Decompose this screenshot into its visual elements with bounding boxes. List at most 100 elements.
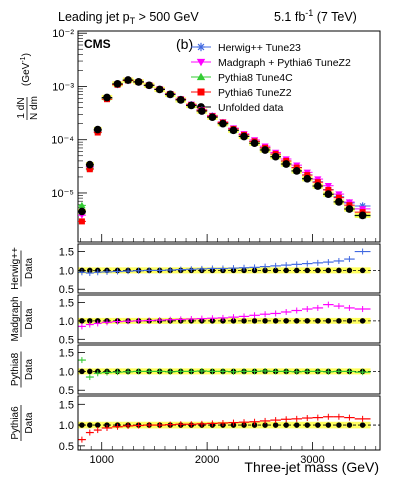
ratio-label-bottom: Data	[24, 412, 35, 434]
data-point	[261, 146, 269, 154]
data-point	[250, 139, 259, 148]
ratio-tick-label: 1.0	[59, 420, 74, 432]
ratio-label-bottom: Data	[24, 258, 35, 280]
data-point	[85, 160, 94, 169]
data-point	[145, 81, 154, 90]
data-point	[93, 125, 102, 134]
ratio-label-top: Pythia6	[10, 406, 21, 440]
svg-text:N dm: N dm	[29, 96, 40, 120]
data-point	[240, 132, 248, 141]
data-point	[113, 79, 122, 88]
ratio-data-point	[325, 422, 332, 428]
ratio-frame	[77, 395, 381, 451]
data-point	[324, 190, 333, 198]
ratio-panel: 0.5 1.0 1.5 Pythia6 Data	[10, 395, 381, 453]
data-point	[208, 113, 217, 122]
ratio-tick-label: 1.0	[59, 316, 74, 328]
main-plot-area	[78, 76, 371, 225]
legend-label: Unfolded data	[218, 102, 284, 114]
legend: Herwig++ Tune23 Madgraph + Pythia6 TuneZ2…	[191, 42, 351, 114]
y-tick-label: 10⁻³	[52, 81, 74, 93]
ratio-data-point	[336, 318, 342, 324]
data-point	[335, 198, 343, 206]
ratio-label-top: Pythia8	[10, 352, 21, 386]
ratio-data-point	[283, 318, 289, 324]
data-point	[345, 205, 354, 213]
series-3	[78, 77, 371, 225]
ratio-label-bottom: Data	[24, 359, 35, 381]
ratio-data-point	[87, 368, 93, 375]
x-axis-label: Three-jet mass (GeV)	[244, 459, 379, 475]
ratio-frame	[77, 243, 381, 294]
ratio-data-point	[315, 422, 321, 428]
data-point	[303, 174, 312, 183]
x-axis: 1000 2000 3000	[80, 234, 377, 466]
ratio-y-label: Herwig++ Data	[10, 247, 35, 290]
legend-label: Herwig++ Tune23	[218, 42, 301, 54]
ratio-y-label: Pythia8 Data	[10, 351, 35, 388]
legend-marker	[196, 72, 206, 81]
series-point	[78, 201, 86, 209]
ratio-data-point	[336, 267, 342, 274]
ratio-data-point	[346, 267, 353, 274]
x-tick-label: 1000	[89, 454, 113, 466]
data-point	[187, 101, 196, 110]
legend-entry: Pythia8 Tune4C	[191, 72, 293, 84]
svg-text:(GeV-1): (GeV-1)	[20, 53, 32, 86]
ratio-tick-label: 1.5	[59, 247, 74, 259]
series-point	[86, 166, 93, 173]
legend-marker	[197, 88, 205, 96]
ratio-data-point	[346, 318, 353, 324]
series-point	[78, 218, 85, 225]
data-point	[103, 93, 111, 102]
ratio-data-point	[359, 422, 366, 428]
data-point	[229, 126, 238, 135]
data-point	[358, 211, 367, 220]
ratio-tick-label: 1.5	[59, 348, 74, 360]
ratio-data-point	[359, 267, 366, 274]
ratio-tick-label: 0.5	[59, 441, 74, 453]
ratio-panel: 0.5 1.0 1.5 Pythia8 Data	[10, 344, 381, 397]
ratio-tick-label: 0.5	[59, 284, 74, 296]
data-point	[219, 119, 227, 128]
ratio-tick-label: 0.5	[59, 334, 74, 346]
data-point	[292, 167, 301, 175]
ratio-data-point	[304, 318, 311, 324]
ratio-data-point	[293, 267, 300, 274]
ratio-data-point	[262, 422, 268, 428]
ratio-data-point	[241, 318, 247, 324]
series-point	[335, 191, 343, 198]
ratio-data-point	[359, 318, 366, 324]
ratio-label-top: Madgraph	[10, 296, 21, 341]
ratio-data-point	[336, 422, 342, 428]
y-tick-label: 10⁻⁴	[51, 135, 74, 147]
ratio-y-label: Pythia6 Data	[10, 405, 35, 441]
header-left: Leading jet pT > 500 GeV	[58, 10, 199, 26]
ratio-data-point	[346, 422, 353, 428]
ratio-data-point	[293, 318, 300, 324]
ratio-data-point	[283, 422, 289, 428]
y-axis-label: 1 dN N dm (GeV-1)	[16, 53, 40, 120]
x-tick-label: 3000	[300, 454, 324, 466]
ratio-data-point	[230, 318, 237, 324]
ratio-data-point	[304, 422, 311, 428]
data-point	[134, 78, 143, 86]
ratio-data-point	[293, 422, 300, 428]
data-point	[313, 182, 322, 190]
legend-entry: Madgraph + Pythia6 TuneZ2	[191, 57, 351, 69]
series-point	[325, 186, 332, 193]
ratio-data-point	[262, 318, 268, 324]
ratio-data-point	[272, 267, 279, 274]
ratio-data-point	[87, 422, 93, 428]
ratio-data-point	[94, 422, 101, 428]
legend-label: Pythia6 TuneZ2	[218, 87, 292, 99]
ratio-data-point	[251, 422, 258, 428]
ratio-data-point	[304, 267, 311, 274]
ratio-tick-label: 1.5	[59, 399, 74, 411]
ratio-tick-label: 1.5	[59, 297, 74, 309]
y-tick-marks	[78, 32, 87, 206]
ratio-label-top: Herwig++	[10, 247, 21, 290]
legend-marker	[196, 42, 206, 52]
